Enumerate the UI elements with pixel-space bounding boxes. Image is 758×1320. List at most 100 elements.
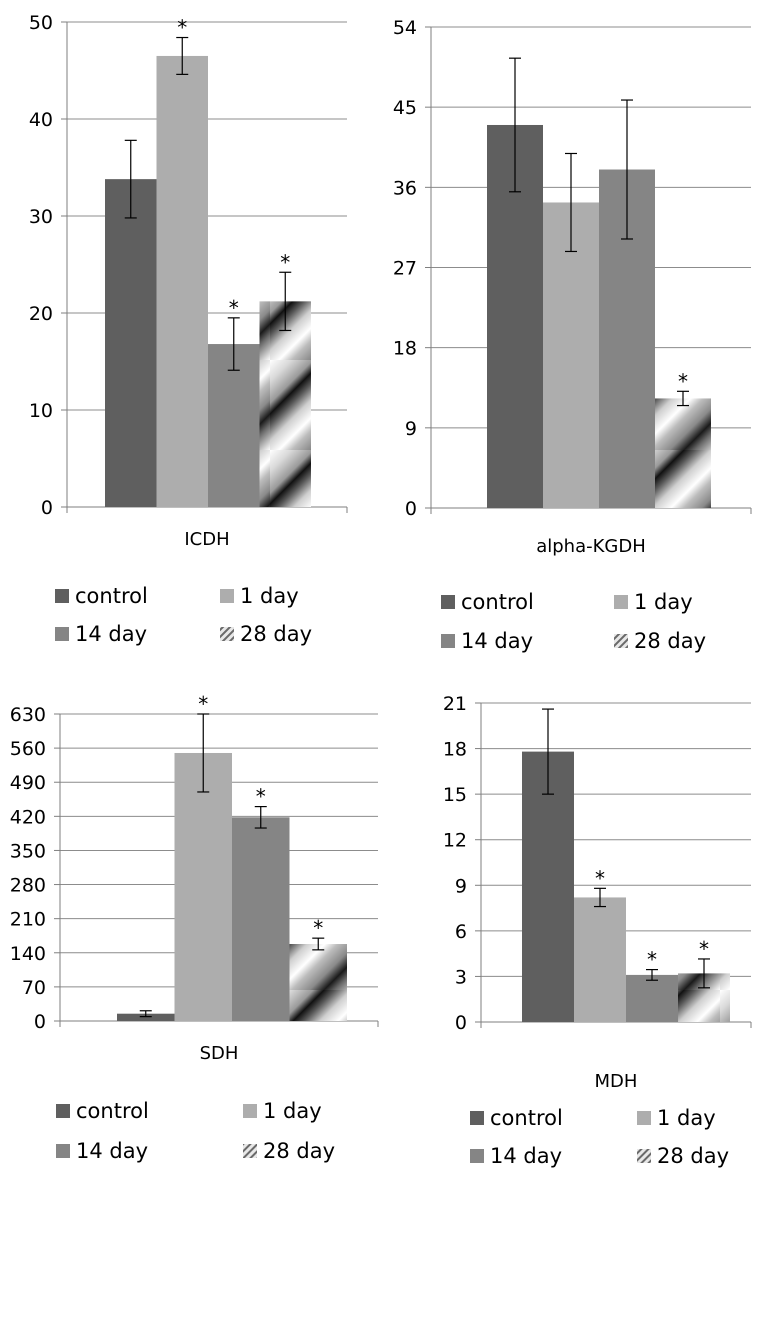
y-tick-label: 27 — [393, 258, 417, 280]
bar-control — [105, 179, 157, 507]
legend-label-1-day: 1 day — [263, 1099, 322, 1123]
y-tick-label: 9 — [405, 418, 417, 440]
x-axis-label: ICDH — [184, 529, 229, 550]
y-tick-label: 45 — [393, 97, 417, 119]
y-tick-label: 420 — [10, 806, 46, 828]
significance-star: * — [678, 369, 688, 393]
bar-1-day — [156, 55, 208, 507]
y-tick-label: 350 — [10, 840, 46, 862]
y-tick-label: 36 — [393, 177, 417, 199]
y-tick-label: 12 — [443, 830, 467, 852]
bar-1-day — [174, 752, 232, 1021]
x-axis-label: SDH — [200, 1043, 239, 1064]
bar-control — [522, 751, 574, 1022]
legend-label-28-day: 28 day — [634, 629, 706, 653]
legend: control 1 day 14 day 28 day — [470, 1106, 729, 1168]
legend-swatch-1-day — [637, 1111, 651, 1125]
legend-label-1-day: 1 day — [657, 1106, 716, 1130]
legend-label-14-day: 14 day — [490, 1144, 562, 1168]
y-tick-label: 0 — [455, 1012, 467, 1034]
bar-28-day — [289, 944, 347, 1021]
legend-swatch-control — [56, 1104, 70, 1118]
legend-swatch-28-day — [614, 634, 628, 648]
legend-label-control: control — [461, 590, 534, 614]
legend-label-control: control — [75, 584, 148, 608]
y-tick-label: 20 — [29, 303, 53, 325]
bar-28-day — [655, 398, 711, 508]
legend-label-1-day: 1 day — [634, 590, 693, 614]
legend: control 1 day 14 day 28 day — [56, 1099, 335, 1163]
y-tick-label: 21 — [443, 693, 467, 715]
legend-swatch-1-day — [220, 589, 234, 603]
y-tick-label: 18 — [443, 739, 467, 761]
legend-label-28-day: 28 day — [657, 1144, 729, 1168]
legend: control 1 day 14 day 28 day — [441, 590, 706, 653]
significance-star: * — [313, 916, 323, 940]
legend-label-14-day: 14 day — [75, 622, 147, 646]
significance-star: * — [280, 250, 290, 274]
bar-14-day — [626, 974, 678, 1022]
bar-1-day — [543, 202, 599, 508]
y-tick-label: 3 — [455, 966, 467, 988]
legend-swatch-28-day — [220, 627, 234, 641]
legend-swatch-14-day — [55, 627, 69, 641]
significance-star: * — [177, 16, 187, 40]
y-tick-label: 6 — [455, 921, 467, 943]
legend-swatch-14-day — [470, 1149, 484, 1163]
bar-control — [117, 1013, 175, 1021]
bar-14-day — [232, 817, 290, 1021]
y-tick-label: 280 — [10, 875, 46, 897]
significance-star: * — [595, 866, 605, 890]
y-tick-label: 9 — [455, 875, 467, 897]
legend-swatch-control — [470, 1111, 484, 1125]
chart-icdh: 0 10 20 30 40 50 * * * ICDH control 1 day 14 day 28 d… — [29, 12, 348, 646]
y-tick-label: 560 — [10, 738, 46, 760]
legend-swatch-1-day — [614, 595, 628, 609]
y-tick-label: 54 — [393, 17, 417, 39]
legend-label-14-day: 14 day — [461, 629, 533, 653]
legend-label-14-day: 14 day — [76, 1139, 148, 1163]
legend-swatch-control — [55, 589, 69, 603]
bar-14-day — [208, 344, 260, 507]
legend-swatch-14-day — [56, 1144, 70, 1158]
y-tick-label: 18 — [393, 338, 417, 360]
chart-mdh: 0 3 6 9 12 15 18 21 * * * MDH control 1 day 14 day 28 d… — [443, 693, 752, 1168]
significance-star: * — [229, 296, 239, 320]
legend-swatch-28-day — [243, 1144, 257, 1158]
chart-sdh: 0 70 140 210 280 350 420 490 560 630 * * * SDH control… — [10, 692, 379, 1163]
legend-label-28-day: 28 day — [240, 622, 312, 646]
y-tick-label: 0 — [405, 498, 417, 520]
y-tick-label: 630 — [10, 704, 46, 726]
significance-star: * — [699, 937, 709, 961]
legend-swatch-14-day — [441, 634, 455, 648]
bar-28-day — [259, 301, 311, 507]
significance-star: * — [647, 948, 657, 972]
x-axis-label: alpha-KGDH — [536, 536, 646, 557]
significance-star: * — [256, 785, 266, 809]
bar-1-day — [574, 897, 626, 1022]
y-tick-label: 210 — [10, 909, 46, 931]
x-axis-label: MDH — [595, 1071, 638, 1092]
legend-label-control: control — [76, 1099, 149, 1123]
y-tick-label: 10 — [29, 400, 53, 422]
legend-label-28-day: 28 day — [263, 1139, 335, 1163]
chart-alpha-kgdh: 0 9 18 27 36 45 54 * alpha-KGDH control 1 day 14 da… — [393, 17, 752, 653]
y-tick-label: 0 — [41, 497, 53, 519]
legend-label-1-day: 1 day — [240, 584, 299, 608]
legend-swatch-control — [441, 595, 455, 609]
y-tick-label: 15 — [443, 784, 467, 806]
y-tick-label: 40 — [29, 109, 53, 131]
legend-swatch-28-day — [637, 1149, 651, 1163]
y-tick-label: 50 — [29, 12, 53, 34]
significance-star: * — [198, 692, 208, 716]
y-tick-label: 30 — [29, 206, 53, 228]
legend: control 1 day 14 day 28 day — [55, 584, 312, 646]
legend-swatch-1-day — [243, 1104, 257, 1118]
legend-label-control: control — [490, 1106, 563, 1130]
y-tick-label: 70 — [22, 977, 46, 999]
y-tick-label: 0 — [34, 1011, 46, 1033]
y-tick-label: 140 — [10, 943, 46, 965]
y-tick-label: 490 — [10, 772, 46, 794]
